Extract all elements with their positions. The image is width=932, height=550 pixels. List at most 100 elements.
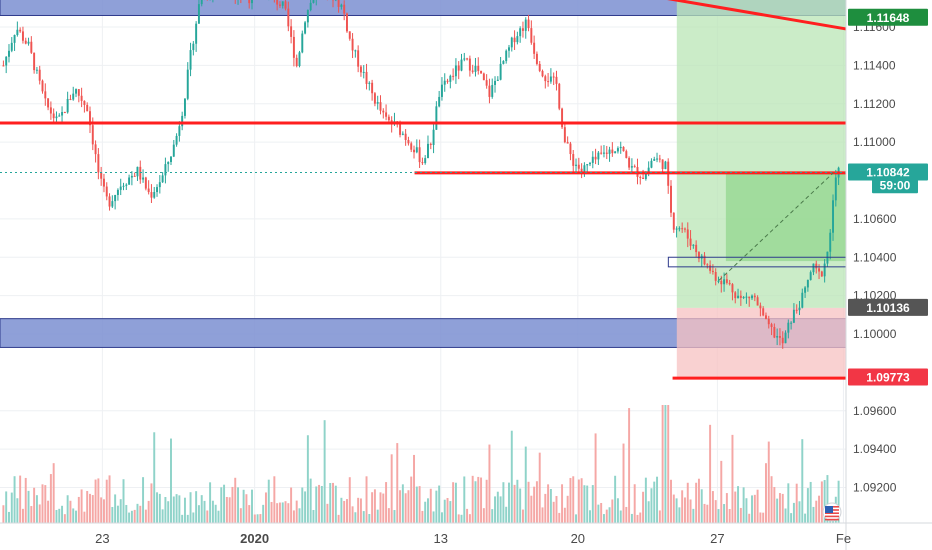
candle-body bbox=[625, 151, 628, 158]
volume-bar bbox=[86, 490, 89, 523]
volume-bar bbox=[600, 502, 603, 523]
volume-bar bbox=[488, 444, 491, 523]
volume-bar bbox=[61, 505, 64, 523]
candle-body bbox=[589, 162, 591, 165]
volume-bar bbox=[538, 452, 541, 523]
candle-body bbox=[387, 116, 390, 121]
volume-bar bbox=[480, 477, 483, 523]
candle-body bbox=[535, 53, 538, 64]
volume-bar bbox=[742, 487, 745, 523]
candle-body bbox=[399, 123, 402, 135]
candle-body bbox=[711, 270, 714, 273]
volume-bar bbox=[156, 492, 159, 523]
candle-body bbox=[656, 158, 659, 160]
volume-bar bbox=[443, 499, 446, 523]
candle-body bbox=[142, 177, 145, 180]
candle-body bbox=[197, 4, 200, 24]
candle-body bbox=[505, 50, 508, 62]
candle-body bbox=[100, 172, 103, 179]
candle-body bbox=[30, 41, 33, 53]
candle-body bbox=[170, 156, 172, 162]
volume-bar bbox=[105, 479, 108, 523]
volume-bar bbox=[533, 486, 536, 523]
volume-bar bbox=[642, 491, 645, 523]
price-tick-label: 1.10000 bbox=[853, 327, 897, 341]
volume-bar bbox=[485, 479, 488, 523]
volume-bar bbox=[292, 510, 295, 523]
candle-body bbox=[759, 305, 762, 309]
volume-bar bbox=[189, 492, 192, 523]
volume-bar bbox=[102, 499, 105, 523]
candle-body bbox=[94, 144, 97, 155]
candle-body bbox=[63, 112, 66, 114]
candle-body bbox=[415, 147, 418, 153]
volume-bar bbox=[108, 475, 111, 523]
candle-body bbox=[594, 156, 597, 160]
price-tag-stop bbox=[848, 368, 928, 386]
volume-bar bbox=[683, 497, 686, 523]
volume-bar bbox=[502, 482, 505, 523]
candle-body bbox=[591, 156, 594, 163]
volume-bar bbox=[362, 511, 365, 523]
volume-bar bbox=[211, 500, 214, 523]
volume-bar bbox=[751, 495, 753, 523]
volume-bar bbox=[589, 510, 591, 523]
candle-body bbox=[295, 57, 298, 67]
volume-bar bbox=[787, 483, 790, 523]
volume-bar bbox=[340, 497, 343, 523]
volume-bar bbox=[809, 481, 812, 523]
volume-bar bbox=[653, 481, 656, 523]
candle-body bbox=[737, 295, 740, 299]
candle-body bbox=[792, 309, 795, 323]
volume-bar bbox=[449, 501, 452, 523]
volume-bar bbox=[806, 488, 809, 523]
volume-bar bbox=[133, 509, 136, 523]
candle-body bbox=[66, 98, 69, 113]
candle-body bbox=[189, 50, 192, 70]
volume-bar bbox=[348, 477, 351, 523]
volume-bar bbox=[186, 514, 189, 523]
volume-bar bbox=[183, 497, 186, 523]
volume-bar bbox=[228, 497, 231, 523]
volume-bar bbox=[89, 493, 91, 523]
candle-body bbox=[122, 185, 125, 187]
volume-bar bbox=[619, 510, 622, 523]
volume-bar bbox=[66, 495, 69, 523]
candle-body bbox=[608, 149, 611, 154]
volume-bar bbox=[8, 511, 10, 523]
candle-body bbox=[373, 93, 376, 104]
volume-bar bbox=[781, 493, 784, 523]
volume-bar bbox=[457, 514, 460, 523]
volume-bar bbox=[432, 511, 435, 523]
volume-bar bbox=[563, 507, 566, 523]
candle-body bbox=[75, 89, 78, 94]
volume-bar bbox=[172, 496, 175, 523]
candle-body bbox=[776, 336, 779, 338]
volume-bar bbox=[150, 483, 153, 523]
volume-bar bbox=[253, 514, 256, 523]
volume-bar bbox=[72, 508, 75, 523]
candle-body bbox=[290, 26, 293, 37]
volume-bar bbox=[264, 492, 267, 523]
candle-body bbox=[547, 81, 550, 83]
candle-body bbox=[731, 284, 734, 293]
volume-bar bbox=[396, 443, 399, 523]
volume-bar bbox=[323, 420, 326, 523]
candle-body bbox=[421, 162, 424, 164]
volume-bar bbox=[365, 476, 368, 523]
candle-body bbox=[611, 149, 614, 154]
volume-bar bbox=[792, 502, 795, 523]
volume-bar bbox=[128, 512, 131, 523]
time-tick-label: 20 bbox=[571, 531, 585, 546]
volume-bar bbox=[826, 475, 829, 523]
volume-bar bbox=[731, 434, 734, 523]
volume-bar bbox=[700, 489, 703, 523]
candle-body bbox=[683, 228, 686, 230]
volume-bar bbox=[354, 512, 357, 523]
candle-body bbox=[178, 126, 181, 136]
volume-bar bbox=[147, 500, 150, 523]
time-axis[interactable]: 23 2020 13 20 27 Fe bbox=[0, 522, 932, 546]
volume-bar bbox=[100, 497, 103, 523]
candle-body bbox=[301, 33, 304, 53]
